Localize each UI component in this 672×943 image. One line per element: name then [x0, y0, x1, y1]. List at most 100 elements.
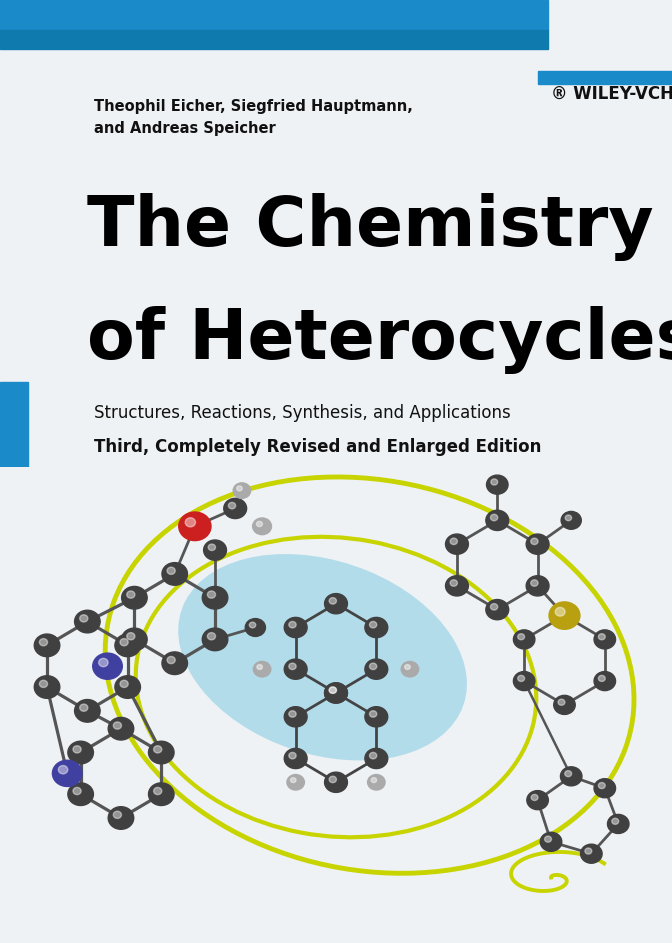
Circle shape: [491, 604, 498, 610]
Circle shape: [122, 628, 147, 651]
Circle shape: [228, 503, 236, 509]
Circle shape: [370, 753, 377, 759]
Circle shape: [329, 687, 337, 693]
Circle shape: [289, 621, 296, 628]
Circle shape: [598, 783, 605, 788]
Circle shape: [491, 514, 498, 521]
Circle shape: [80, 704, 88, 711]
Circle shape: [594, 630, 616, 649]
Text: ® WILEY-VCH: ® WILEY-VCH: [551, 85, 672, 103]
Circle shape: [531, 580, 538, 587]
Text: Theophil Eicher, Siegfried Hauptmann,: Theophil Eicher, Siegfried Hauptmann,: [94, 99, 413, 114]
Circle shape: [224, 498, 247, 519]
Bar: [0, 0, 548, 30]
Circle shape: [284, 618, 307, 637]
Circle shape: [598, 675, 605, 682]
Circle shape: [249, 622, 256, 628]
Circle shape: [162, 563, 187, 586]
Circle shape: [127, 633, 135, 640]
Circle shape: [208, 633, 216, 640]
Circle shape: [325, 683, 347, 703]
Circle shape: [115, 634, 140, 656]
Text: and Andreas Speicher: and Andreas Speicher: [94, 121, 276, 136]
Circle shape: [560, 767, 582, 786]
Circle shape: [405, 665, 411, 670]
Circle shape: [284, 659, 307, 679]
Text: Structures, Reactions, Synthesis, and Applications: Structures, Reactions, Synthesis, and Ap…: [94, 404, 511, 422]
Circle shape: [370, 663, 377, 670]
Circle shape: [93, 653, 122, 679]
Circle shape: [73, 787, 81, 795]
Circle shape: [208, 544, 216, 551]
Circle shape: [179, 512, 211, 540]
Circle shape: [526, 576, 549, 596]
Circle shape: [365, 706, 388, 727]
Circle shape: [329, 687, 337, 693]
Circle shape: [540, 833, 562, 852]
Circle shape: [527, 790, 548, 810]
Circle shape: [73, 746, 81, 753]
Circle shape: [115, 676, 140, 699]
Circle shape: [289, 711, 296, 718]
Circle shape: [162, 652, 187, 674]
Circle shape: [598, 634, 605, 639]
Circle shape: [365, 659, 388, 679]
Circle shape: [40, 638, 48, 646]
Circle shape: [585, 848, 592, 854]
Circle shape: [75, 700, 100, 722]
Circle shape: [549, 602, 580, 629]
Circle shape: [290, 778, 296, 783]
Circle shape: [167, 567, 175, 574]
Circle shape: [325, 683, 347, 703]
Circle shape: [486, 600, 509, 620]
Circle shape: [544, 836, 552, 842]
Circle shape: [517, 634, 525, 639]
Circle shape: [370, 621, 377, 628]
Circle shape: [450, 580, 458, 587]
Circle shape: [40, 680, 48, 687]
Circle shape: [513, 671, 535, 690]
Circle shape: [52, 760, 82, 786]
Text: Third, Completely Revised and Enlarged Edition: Third, Completely Revised and Enlarged E…: [94, 438, 542, 455]
Circle shape: [208, 591, 216, 598]
Circle shape: [370, 711, 377, 718]
Circle shape: [446, 576, 468, 596]
Circle shape: [284, 749, 307, 769]
Circle shape: [554, 695, 575, 715]
Circle shape: [329, 598, 337, 604]
Circle shape: [284, 706, 307, 727]
Circle shape: [329, 776, 337, 783]
Circle shape: [114, 722, 122, 729]
Circle shape: [607, 815, 629, 834]
Circle shape: [80, 615, 88, 622]
Circle shape: [594, 671, 616, 690]
Text: The Chemistry: The Chemistry: [87, 193, 654, 261]
Circle shape: [204, 540, 226, 560]
Circle shape: [154, 787, 162, 795]
Circle shape: [287, 774, 304, 790]
Circle shape: [237, 486, 243, 491]
Circle shape: [486, 510, 509, 531]
Circle shape: [167, 656, 175, 664]
Circle shape: [185, 518, 196, 527]
Circle shape: [34, 634, 60, 656]
Circle shape: [149, 783, 174, 805]
Bar: [0, 30, 548, 49]
Circle shape: [401, 661, 419, 677]
Circle shape: [565, 515, 572, 521]
Circle shape: [513, 630, 535, 649]
Circle shape: [34, 676, 60, 699]
Circle shape: [245, 619, 265, 637]
Circle shape: [325, 593, 347, 614]
Circle shape: [517, 675, 525, 682]
Circle shape: [75, 610, 100, 633]
Circle shape: [289, 753, 296, 759]
Circle shape: [581, 844, 602, 863]
Ellipse shape: [178, 554, 467, 760]
Circle shape: [114, 811, 122, 819]
Circle shape: [368, 774, 385, 790]
Circle shape: [365, 618, 388, 637]
Circle shape: [108, 718, 134, 740]
Circle shape: [594, 779, 616, 798]
Circle shape: [371, 778, 377, 783]
